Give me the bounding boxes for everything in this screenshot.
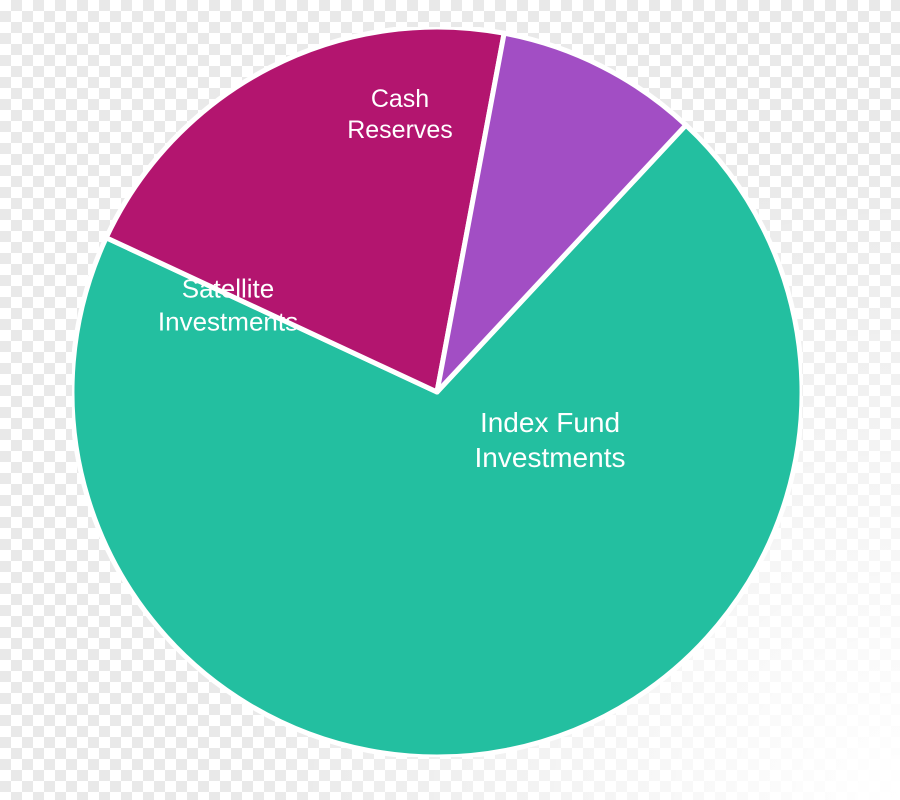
chart-canvas: Index Fund InvestmentsSatellite Investme… xyxy=(0,0,900,800)
pie-chart xyxy=(72,27,802,757)
pie-svg xyxy=(72,27,802,757)
